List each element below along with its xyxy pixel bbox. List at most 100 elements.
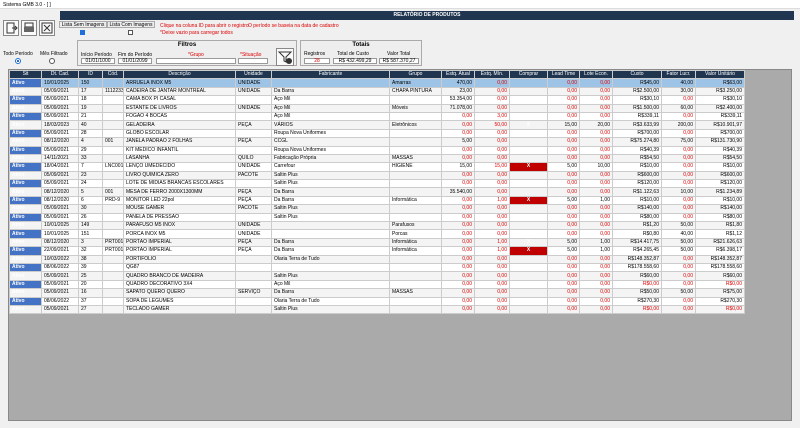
- cell[interactable]: 18: [79, 96, 103, 104]
- product-row[interactable]: Ativo10/01/2025149PARAFUSO M5 INOXUNIDAD…: [10, 222, 745, 230]
- column-header[interactable]: Estq. Mín.: [475, 71, 510, 79]
- cell[interactable]: 150: [79, 79, 103, 87]
- print-button[interactable]: [21, 20, 37, 36]
- product-row[interactable]: Ativo18/03/202340GELADEIRAPEÇAVÁRIOSElet…: [10, 121, 745, 129]
- product-row[interactable]: Ativo05/09/202123LIVRO QUÍMICA ZEROPACOT…: [10, 171, 745, 179]
- product-row[interactable]: Ativo10/03/202238PORTIFÓLIOOlaria Terra …: [10, 255, 745, 263]
- cell[interactable]: 39: [79, 263, 103, 271]
- product-row[interactable]: Ativo18/04/20217LNC001LENÇO UMEDECIDOUNI…: [10, 163, 745, 171]
- column-header[interactable]: Sit: [10, 71, 42, 79]
- cell[interactable]: 151: [79, 230, 103, 238]
- product-row[interactable]: Ativo08/12/20203PRT0010PORTÃO IMPERIALPE…: [10, 238, 745, 246]
- cell[interactable]: 27: [79, 305, 103, 313]
- cell[interactable]: 3: [79, 238, 103, 246]
- column-header[interactable]: Valor Unitário: [696, 71, 745, 79]
- column-header[interactable]: Grupo: [390, 71, 442, 79]
- cell[interactable]: 29: [79, 146, 103, 154]
- cell: X: [510, 196, 548, 204]
- column-header[interactable]: Fabricante: [272, 71, 390, 79]
- cell[interactable]: 30: [79, 205, 103, 213]
- exit-button[interactable]: [3, 20, 19, 36]
- radio-selected[interactable]: [15, 58, 21, 64]
- product-row[interactable]: Ativo05/09/202119ESTANTE DE LIVROSUNIDAD…: [10, 104, 745, 112]
- column-header[interactable]: Estq. Atual: [442, 71, 475, 79]
- column-header[interactable]: Lead Time: [548, 71, 580, 79]
- status-select[interactable]: [238, 58, 268, 64]
- column-header[interactable]: Lote Econ.: [580, 71, 613, 79]
- product-row[interactable]: Ativo08/12/20205001MESA DE FERRO 2000X13…: [10, 188, 745, 196]
- group-select[interactable]: [156, 58, 236, 64]
- cell: R$120,00: [696, 180, 745, 188]
- cell: 0,00: [662, 96, 696, 104]
- cell[interactable]: 20: [79, 280, 103, 288]
- column-header[interactable]: Unidade: [236, 71, 272, 79]
- product-row[interactable]: Ativo05/09/202116SAPATO QUERO QUEROSERVI…: [10, 289, 745, 297]
- product-row[interactable]: Ativo14/11/202133LASANHAQUILOFabricação …: [10, 154, 745, 162]
- cell[interactable]: 24: [79, 180, 103, 188]
- cell[interactable]: 6: [79, 196, 103, 204]
- product-row[interactable]: Ativo05/09/202118CAMA BOX PI CASALAço Mi…: [10, 96, 745, 104]
- checkbox-checked[interactable]: [80, 30, 85, 35]
- column-header[interactable]: Descrição: [124, 71, 236, 79]
- product-row[interactable]: Ativo05/09/202127TECLADO GAMERSaltin Plu…: [10, 305, 745, 313]
- cell[interactable]: 28: [79, 129, 103, 137]
- cell[interactable]: 19: [79, 104, 103, 112]
- column-header[interactable]: Custo: [613, 71, 662, 79]
- cell[interactable]: 38: [79, 255, 103, 263]
- cell[interactable]: 25: [79, 272, 103, 280]
- cell: SOPA DE LEGUMES: [124, 297, 236, 305]
- product-row[interactable]: Ativo10/01/2025151PORCA INOX M5UNIDADEPo…: [10, 230, 745, 238]
- list-no-images[interactable]: Lista Sem Imagens: [59, 21, 107, 28]
- cell[interactable]: 26: [79, 213, 103, 221]
- start-date[interactable]: 01/01/1000: [81, 58, 115, 64]
- product-row[interactable]: Ativo05/09/202125QUADRO BRANCO DE MADEIR…: [10, 272, 745, 280]
- cell[interactable]: 7: [79, 163, 103, 171]
- cell: 0,00: [475, 205, 510, 213]
- product-row[interactable]: Ativo05/09/202121FOGÃO 4 BOCASAço Mil0,0…: [10, 112, 745, 120]
- product-row[interactable]: Ativo08/06/202239QG870,000,000,000,00R$1…: [10, 263, 745, 271]
- cell: 0,00: [548, 230, 580, 238]
- column-header[interactable]: Dt. Cad.: [42, 71, 79, 79]
- cell: 0,00: [442, 280, 475, 288]
- product-row[interactable]: Ativo05/09/202129KIT MÉDICO INFANTILRoup…: [10, 146, 745, 154]
- cell: PORCA INOX M5: [124, 230, 236, 238]
- cell: 0,00: [548, 180, 580, 188]
- column-header[interactable]: Cód.: [103, 71, 124, 79]
- cell[interactable]: 16: [79, 289, 103, 297]
- radio[interactable]: [49, 58, 55, 64]
- product-row[interactable]: Ativo08/12/20206PRD-9MONITOR LED 22polPE…: [10, 196, 745, 204]
- end-date[interactable]: 01/01/2099: [118, 58, 152, 64]
- cell[interactable]: 21: [79, 112, 103, 120]
- column-header[interactable]: ID: [79, 71, 103, 79]
- cell[interactable]: 149: [79, 222, 103, 230]
- cell[interactable]: 32: [79, 247, 103, 255]
- cell: [103, 146, 124, 154]
- product-row[interactable]: Ativo05/09/202130MOUSE GAMERPACOTESaltin…: [10, 205, 745, 213]
- cell[interactable]: 40: [79, 121, 103, 129]
- cell: 0,00: [442, 222, 475, 230]
- cell: Saltin Plus: [272, 305, 390, 313]
- cell[interactable]: 37: [79, 297, 103, 305]
- product-row[interactable]: Ativo10/01/2025150ARRUELA INOX M5UNIDADE…: [10, 79, 745, 87]
- checkbox[interactable]: [128, 30, 133, 35]
- excel-button[interactable]: [39, 20, 55, 36]
- product-row[interactable]: Ativo05/09/202120QUADRO DECORATIVO 3X4Aç…: [10, 280, 745, 288]
- product-row[interactable]: Ativo05/09/2021171112233CADEIRA DE JANTA…: [10, 87, 745, 95]
- cell[interactable]: 33: [79, 154, 103, 162]
- column-header[interactable]: Fator Lucr.: [662, 71, 696, 79]
- product-row[interactable]: Ativo08/12/20204001JANELA PADRÃO 2 FOLHA…: [10, 138, 745, 146]
- product-row[interactable]: Ativo08/06/202237SOPA DE LEGUMESOlaria T…: [10, 297, 745, 305]
- product-row[interactable]: Ativo05/09/202128GLOBO ESCOLARRoupa Nova…: [10, 129, 745, 137]
- filter-button[interactable]: [276, 48, 294, 66]
- product-row[interactable]: Ativo05/09/202126PANELA DE PRESSÃOSaltin…: [10, 213, 745, 221]
- cell: Saltin Plus: [272, 213, 390, 221]
- cell[interactable]: 4: [79, 138, 103, 146]
- product-row[interactable]: Ativo05/09/202124LOTE DE MIDIAS BRANCAS …: [10, 180, 745, 188]
- cell[interactable]: 5: [79, 188, 103, 196]
- cell[interactable]: 17: [79, 87, 103, 95]
- column-header[interactable]: Comprar: [510, 71, 548, 79]
- product-row[interactable]: Ativo22/09/202132PRT0010PORTÃO IMPERIALP…: [10, 247, 745, 255]
- cell: [103, 272, 124, 280]
- list-with-images[interactable]: Lista Com Imagens: [107, 21, 155, 28]
- cell[interactable]: 23: [79, 171, 103, 179]
